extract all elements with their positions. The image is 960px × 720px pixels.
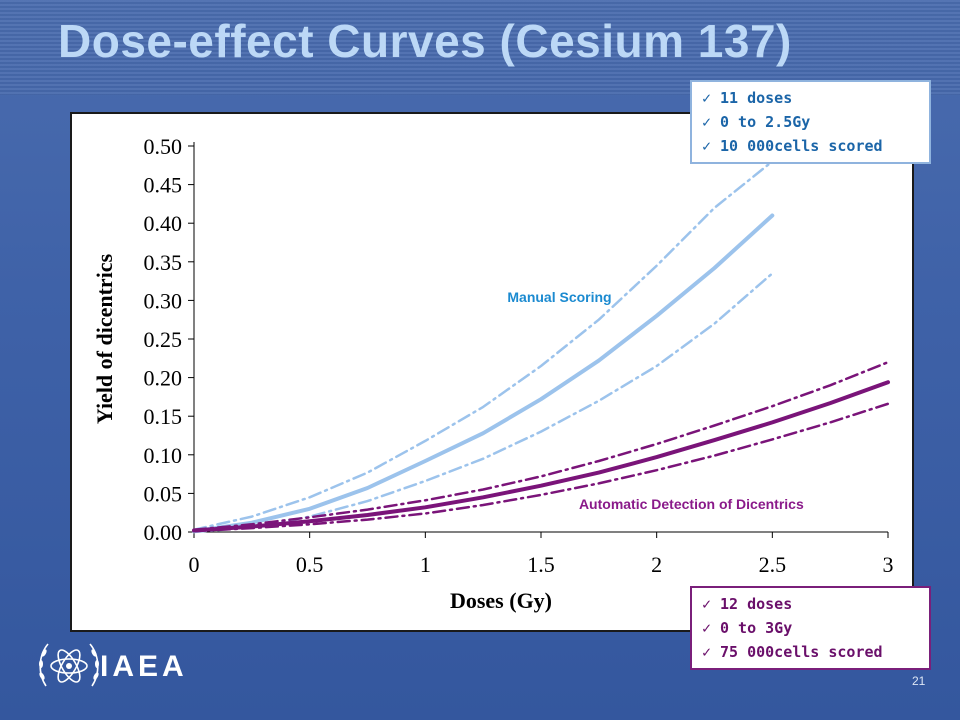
manual-note-text: 11 doses [720, 89, 793, 107]
automatic-upper-series-line [192, 360, 890, 531]
automatic-annotation: Automatic Detection of Dicentrics [579, 496, 804, 512]
automatic-note-item: ✓ 12 doses [702, 592, 921, 616]
y-tick-label: 0.50 [144, 134, 183, 159]
automatic-lower-series-line [192, 402, 890, 533]
automatic-note-text: 0 to 3Gy [720, 619, 793, 637]
y-tick-label: 0.40 [144, 211, 183, 236]
automatic-detection-note: ✓ 12 doses ✓ 0 to 3Gy ✓ 75 000cells scored [690, 586, 931, 670]
x-tick-label: 0.5 [296, 552, 324, 577]
chart-frame: 0.00 0.05 0.10 0.15 0.20 0.25 0.30 0.35 0.40 0.45… [70, 112, 914, 632]
y-tick-label: 0.25 [144, 327, 183, 352]
checkmark-icon: ✓ [702, 595, 712, 613]
title-band [0, 0, 960, 95]
manual-series-line [192, 213, 775, 534]
y-tick-label: 0.45 [144, 173, 183, 198]
iaea-atom-laurel-icon [39, 643, 99, 687]
x-tick-label: 2 [651, 552, 662, 577]
manual-note-item: ✓ 0 to 2.5Gy [702, 110, 921, 134]
iaea-logo-text: IAEA [100, 650, 188, 683]
page-number: 21 [912, 674, 926, 688]
manual-note-text: 0 to 2.5Gy [720, 113, 811, 131]
checkmark-icon: ✓ [702, 619, 712, 637]
y-tick-label: 0.20 [144, 366, 183, 391]
y-tick-label: 0.00 [144, 520, 183, 545]
y-tick-label: 0.10 [144, 443, 183, 468]
manual-annotation: Manual Scoring [507, 289, 611, 305]
manual-note-item: ✓ 10 000cells scored [702, 134, 921, 158]
y-tick-label: 0.30 [144, 288, 183, 313]
manual-note-text: 10 000cells scored [720, 137, 883, 155]
checkmark-icon: ✓ [702, 643, 712, 661]
y-tick-label: 0.05 [144, 481, 183, 506]
x-tick-label: 1.5 [527, 552, 555, 577]
checkmark-icon: ✓ [702, 89, 712, 107]
automatic-note-item: ✓ 75 000cells scored [702, 640, 921, 664]
manual-scoring-note: ✓ 11 doses ✓ 0 to 2.5Gy ✓ 10 000cells scored [690, 80, 931, 164]
manual-note-item: ✓ 11 doses [702, 86, 921, 110]
x-tick-label: 1 [420, 552, 431, 577]
x-axis-label: Doses (Gy) [450, 588, 552, 613]
x-tick-label: 2.5 [759, 552, 787, 577]
dose-effect-chart: 0.00 0.05 0.10 0.15 0.20 0.25 0.30 0.35 0.40 0.45… [92, 134, 894, 613]
manual-upper-series-line [192, 160, 774, 531]
y-tick-label: 0.15 [144, 404, 183, 429]
checkmark-icon: ✓ [702, 113, 712, 131]
y-axis-label: Yield of dicentrics [92, 253, 117, 424]
y-tick-label: 0.35 [144, 250, 183, 275]
checkmark-icon: ✓ [702, 137, 712, 155]
x-tick-label: 3 [883, 552, 894, 577]
x-tick-label: 0 [189, 552, 200, 577]
automatic-note-text: 12 doses [720, 595, 793, 613]
automatic-note-item: ✓ 0 to 3Gy [702, 616, 921, 640]
automatic-note-text: 75 000cells scored [720, 643, 883, 661]
slide-title: Dose-effect Curves (Cesium 137) [58, 15, 792, 67]
automatic-series-line [192, 380, 890, 533]
manual-lower-series-line [192, 272, 774, 534]
